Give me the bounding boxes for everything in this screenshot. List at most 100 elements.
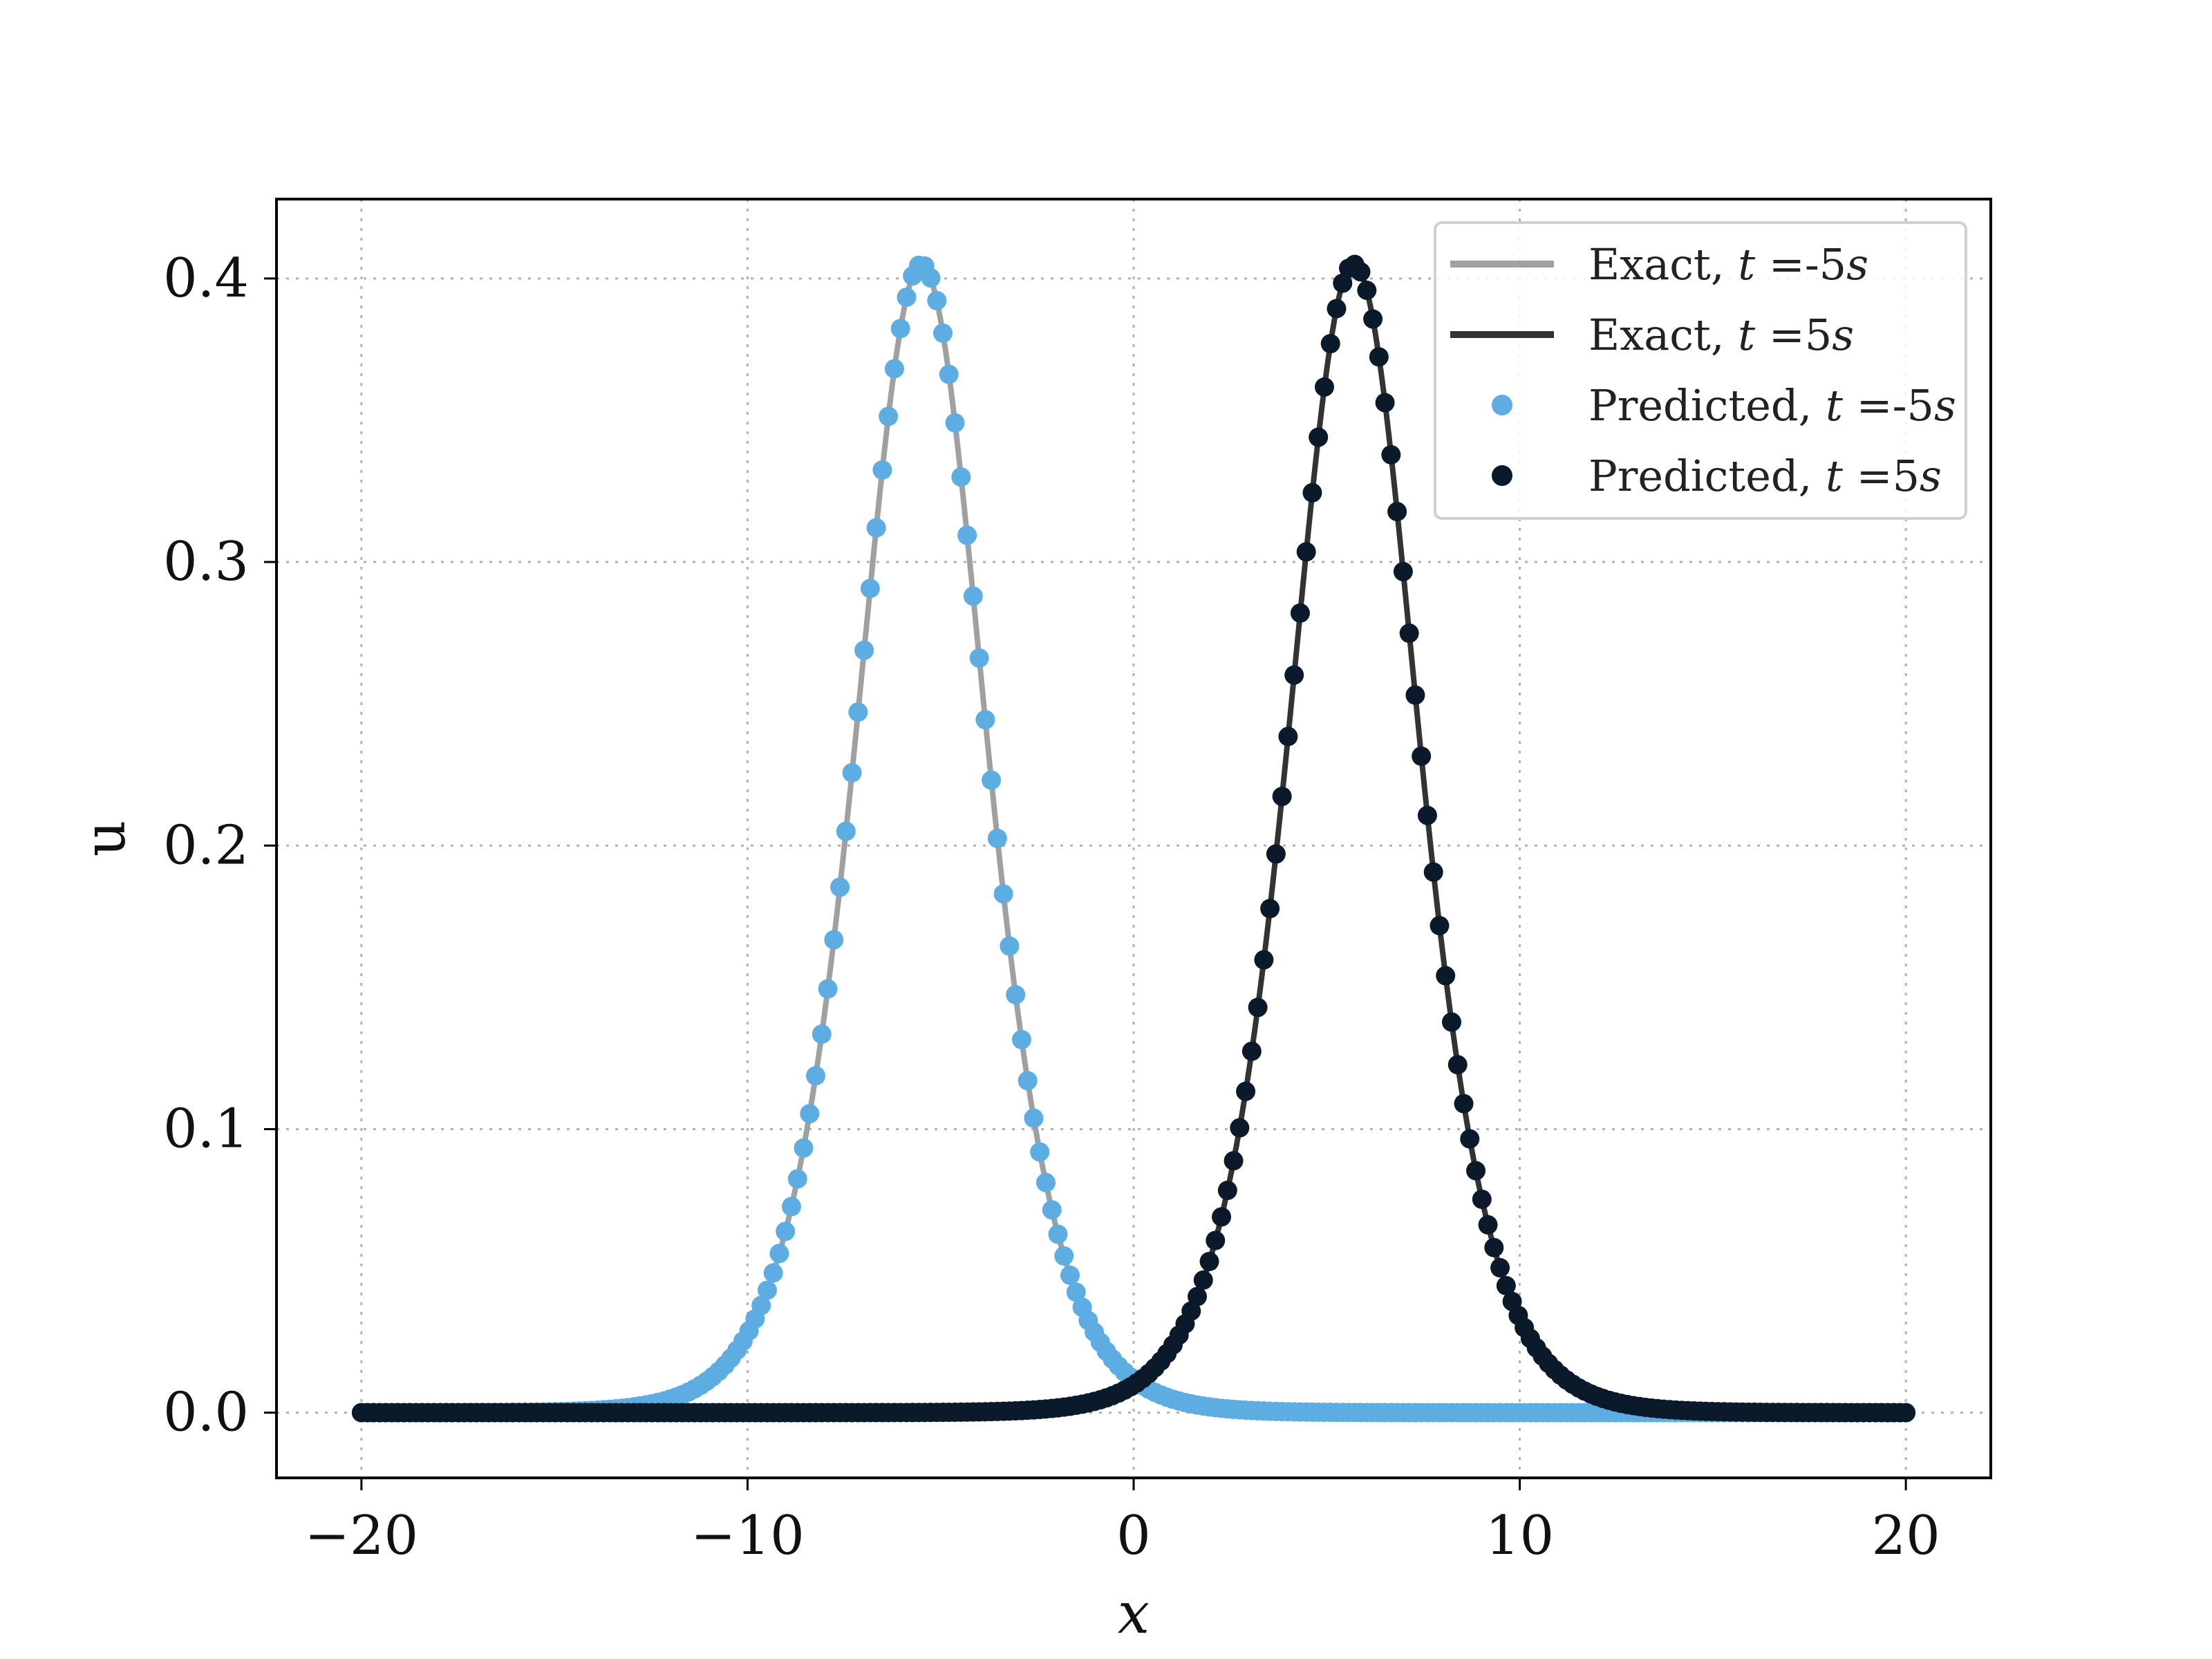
series-2-point <box>818 979 838 999</box>
series-3-point <box>1472 1189 1492 1209</box>
x-tick-label-2: 0 <box>1116 1505 1151 1567</box>
x-axis-label: x <box>1118 1581 1150 1647</box>
series-3-point <box>1478 1215 1498 1235</box>
series-3-point <box>1381 444 1401 465</box>
series-3-point <box>1260 899 1280 919</box>
series-3-point <box>1188 1286 1207 1306</box>
series-3-point <box>1447 1055 1468 1075</box>
series-2-point <box>1048 1224 1068 1244</box>
series-2-point <box>1000 936 1020 956</box>
legend-label-part: t <box>1738 239 1755 290</box>
legend-item-2: Predicted, t =-5s <box>1492 380 1956 431</box>
legend-label-part: s <box>1846 239 1868 290</box>
series-3-point <box>1327 299 1347 319</box>
series-3-point <box>1363 309 1383 329</box>
series-2-point <box>969 648 989 668</box>
series-3-point <box>1278 727 1298 747</box>
series-2-point <box>939 364 959 384</box>
series-2-point <box>1042 1200 1062 1220</box>
series-2-point <box>836 821 856 841</box>
legend-label-part: s <box>1832 310 1854 360</box>
series-3-point <box>1387 502 1407 522</box>
series-2-point <box>963 586 983 606</box>
legend-label-part: t <box>1738 310 1755 360</box>
y-tick-label-0: 0.0 <box>163 1382 249 1444</box>
series-2-point <box>1030 1142 1050 1162</box>
legend-label-part: t <box>1826 380 1843 431</box>
y-tick-label-4: 0.4 <box>163 247 249 310</box>
y-tick-label-2: 0.2 <box>163 814 249 877</box>
series-layer <box>351 254 1916 1423</box>
series-3-point <box>1423 862 1443 882</box>
legend-label-part: t <box>1826 451 1843 501</box>
series-2-point <box>830 877 850 897</box>
series-3-point <box>1399 624 1419 644</box>
series-3-point <box>1266 844 1286 864</box>
series-2-point <box>800 1104 820 1124</box>
series-3-point <box>1224 1151 1244 1171</box>
y-tick-label-1: 0.1 <box>163 1098 249 1160</box>
series-2-point <box>751 1295 771 1315</box>
series-2-point <box>794 1138 814 1158</box>
legend-label-part: =-5 <box>1843 380 1934 431</box>
series-3-point <box>1496 1275 1516 1295</box>
series-2-point <box>921 268 941 288</box>
series-3-point <box>1290 603 1310 623</box>
series-2-point <box>1035 1172 1056 1192</box>
legend-item-1: Exact, t =5s <box>1450 310 1854 360</box>
series-2-point <box>769 1244 789 1264</box>
series-3-point <box>1302 482 1322 503</box>
legend-label-part: =5 <box>1843 451 1920 501</box>
series-3-point <box>1351 262 1371 282</box>
series-3-point <box>1430 916 1450 936</box>
series-3-point <box>1272 787 1292 807</box>
series-3-point <box>1248 997 1268 1018</box>
series-3-point <box>1212 1207 1232 1227</box>
legend-marker-swatch <box>1492 395 1512 415</box>
series-2-point <box>848 702 868 722</box>
series-3-point <box>1254 950 1274 970</box>
series-2-point <box>884 359 904 379</box>
legend-label-part: =-5 <box>1755 239 1846 290</box>
series-3-point <box>1181 1301 1201 1321</box>
series-2-point <box>1018 1071 1038 1091</box>
series-2-point <box>781 1197 801 1217</box>
series-2-point <box>945 413 965 433</box>
series-3-point <box>1484 1237 1504 1257</box>
series-3-point <box>1466 1161 1486 1181</box>
series-2-point <box>854 640 874 660</box>
series-2-point <box>975 710 995 730</box>
series-2-point <box>951 467 971 487</box>
series-3-point <box>1896 1403 1916 1423</box>
legend-item-3: Predicted, t =5s <box>1492 451 1942 501</box>
legend-label: Exact, t =-5s <box>1588 239 1868 290</box>
series-3-point <box>1236 1081 1256 1101</box>
series-2-point <box>993 884 1013 904</box>
series-2-point <box>872 460 892 480</box>
series-3-point <box>1206 1230 1226 1250</box>
legend-label-part: Predicted, <box>1588 380 1826 431</box>
series-3-point <box>1296 542 1316 562</box>
series-2-point <box>860 579 880 599</box>
legend-box <box>1434 221 1967 520</box>
series-2-point <box>763 1263 783 1283</box>
series-3-point <box>1309 427 1329 447</box>
series-2-point <box>1024 1108 1044 1128</box>
x-tick-label-3: 10 <box>1485 1505 1554 1567</box>
legend-label: Predicted, t =5s <box>1588 451 1942 501</box>
series-2-point <box>927 290 947 310</box>
y-tick-label-3: 0.3 <box>163 531 249 593</box>
x-tick-label-0: −20 <box>305 1505 419 1567</box>
series-3-point <box>1436 966 1456 986</box>
series-2-point <box>879 406 899 427</box>
legend-label: Predicted, t =-5s <box>1588 380 1956 431</box>
legend-label-part: =5 <box>1755 310 1832 360</box>
series-2-point <box>787 1169 807 1189</box>
legend-label-part: Exact, <box>1588 310 1738 360</box>
y-axis-label: u <box>73 821 138 857</box>
legend-marker-swatch <box>1492 465 1512 486</box>
series-3-point <box>1241 1041 1262 1061</box>
series-3-point <box>1217 1181 1237 1201</box>
